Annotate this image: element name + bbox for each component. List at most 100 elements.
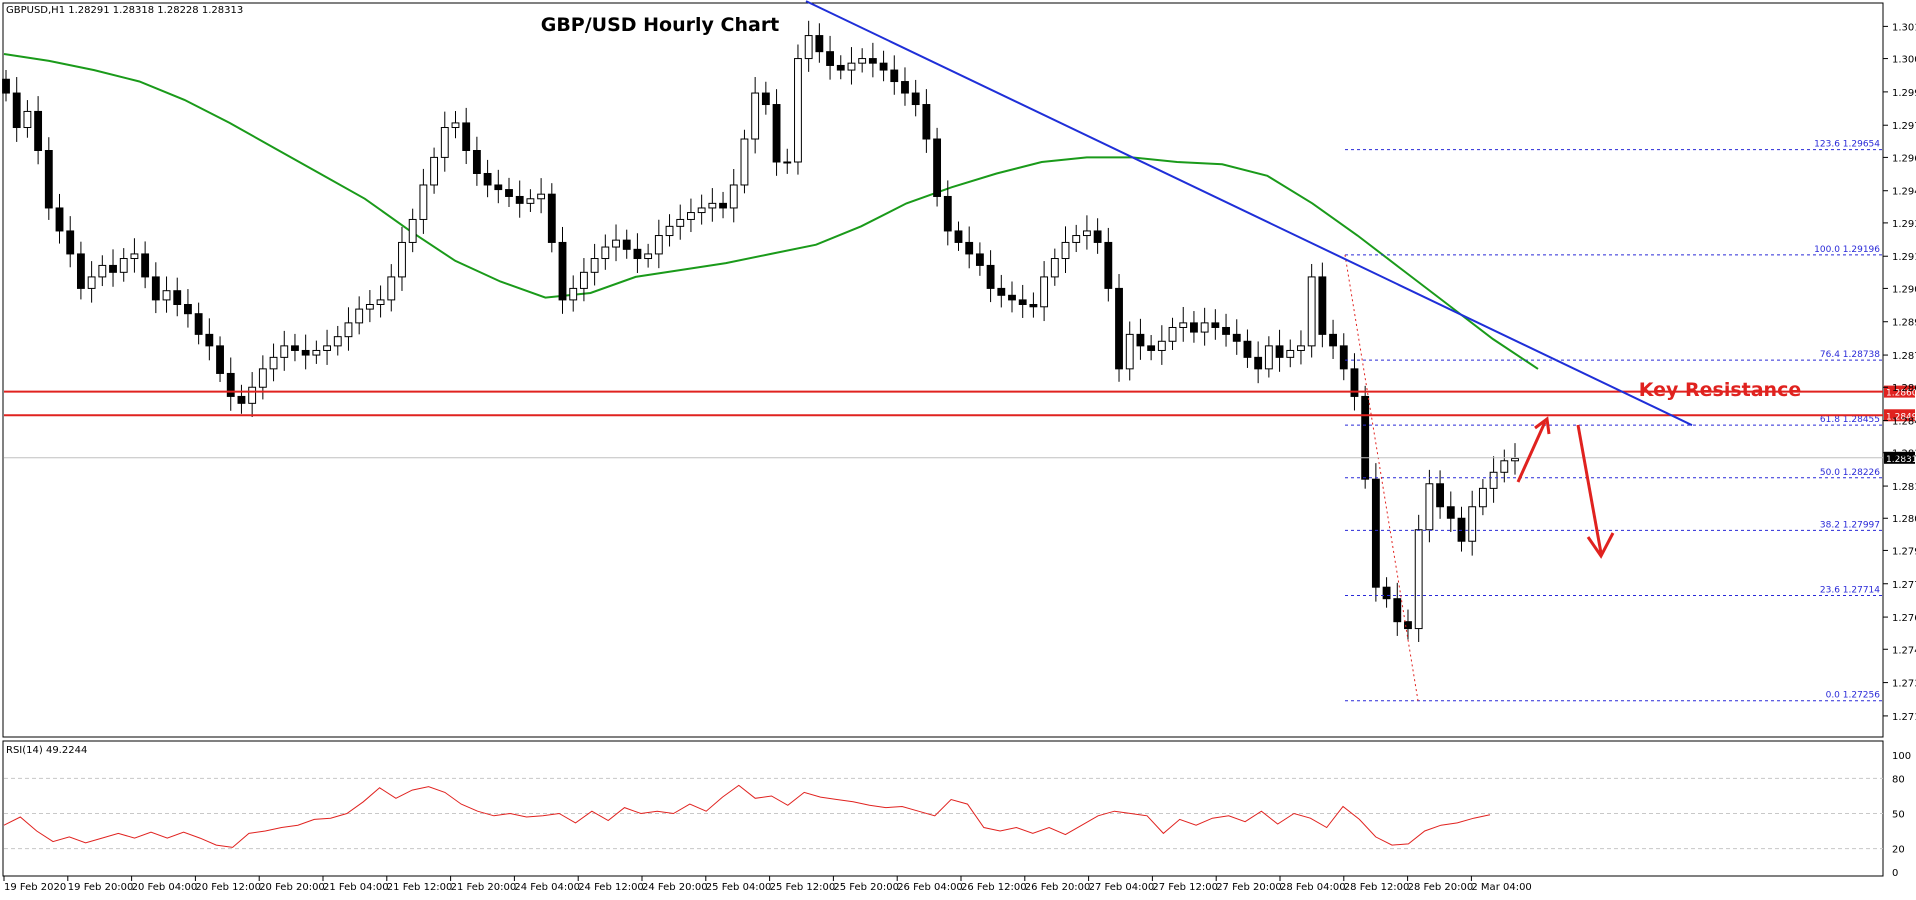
bullish-candle-body <box>590 258 599 273</box>
price-tick-label: 1.29620 <box>1892 153 1916 164</box>
candle <box>1200 307 1209 346</box>
candle <box>569 275 578 312</box>
candle <box>879 50 888 82</box>
time-tick-label: 24 Feb 04:00 <box>514 882 580 893</box>
rsi-axis: 100 80 50 20 0 <box>1892 751 1911 879</box>
candle <box>1500 449 1509 483</box>
time-tick-label: 25 Feb 20:00 <box>833 882 899 893</box>
price-tick-label: 1.27765 <box>1892 580 1916 591</box>
candle <box>847 47 856 85</box>
candle <box>505 177 513 207</box>
candle <box>323 329 331 365</box>
time-tick-label: 19 Feb 2020 <box>4 882 66 893</box>
candle <box>1029 292 1038 318</box>
time-tick-label: 21 Feb 20:00 <box>451 882 517 893</box>
candle <box>1489 456 1498 503</box>
bearish-candle-body <box>216 345 224 374</box>
candle <box>280 330 289 371</box>
rsi-tick-label: 0 <box>1892 868 1898 879</box>
candle <box>23 100 32 138</box>
bearish-candle-body <box>1382 586 1391 600</box>
bullish-candle-body <box>858 58 867 64</box>
bearish-candle-body <box>515 195 524 204</box>
bearish-candle-body <box>66 230 75 255</box>
bullish-candle-body <box>365 303 374 310</box>
bearish-candle-body <box>1371 478 1380 588</box>
time-tick-label: 25 Feb 04:00 <box>706 882 772 893</box>
bullish-candle-body <box>612 239 620 248</box>
candle <box>622 229 631 259</box>
candle <box>237 384 246 414</box>
projection-arrows <box>1516 416 1615 559</box>
price-tick-label: 1.28905 <box>1892 318 1916 329</box>
bullish-candle-body <box>1264 345 1273 370</box>
candle <box>1350 353 1359 411</box>
candle <box>333 325 342 356</box>
bearish-candle-body <box>1018 299 1027 305</box>
bullish-candle-body <box>23 110 32 129</box>
bearish-candle-body <box>879 62 888 71</box>
bullish-candle-body <box>355 308 364 324</box>
bullish-candle-body <box>269 356 278 370</box>
fibonacci-level-label: 76.4 1.28738 <box>1820 350 1880 360</box>
bullish-candle-body <box>162 290 171 301</box>
time-tick-label: 28 Feb 20:00 <box>1408 882 1474 893</box>
candle <box>954 221 963 251</box>
candle <box>1264 336 1273 378</box>
candle <box>1254 341 1263 384</box>
key-resistance-annotation: Key Resistance <box>1639 379 1802 401</box>
bullish-candle-body <box>847 62 856 71</box>
bearish-candle-body <box>826 51 834 66</box>
time-tick-label: 24 Feb 20:00 <box>642 882 708 893</box>
candle <box>1157 325 1166 365</box>
price-tick-label: 1.29190 <box>1892 252 1916 263</box>
candle <box>1136 318 1145 360</box>
bullish-candle-body <box>387 276 396 301</box>
rsi-tick-label: 100 <box>1892 751 1911 762</box>
candle <box>708 188 717 222</box>
rsi-series <box>3 784 1491 848</box>
time-tick-label: 21 Feb 04:00 <box>323 882 389 893</box>
bearish-candle-body <box>922 104 931 140</box>
time-tick-label: 26 Feb 04:00 <box>897 882 963 893</box>
price-tick-label: 1.28190 <box>1892 482 1916 493</box>
candle <box>601 234 610 270</box>
candle <box>34 96 43 165</box>
bearish-candle-body <box>173 290 182 305</box>
candle <box>1436 470 1445 519</box>
candle <box>836 55 845 80</box>
candle <box>633 233 642 274</box>
candle <box>151 262 160 314</box>
current-price-label: 1.28313 <box>1886 455 1916 465</box>
trendline-layer <box>805 0 1693 427</box>
bullish-candle-body <box>804 35 813 60</box>
candlestick-series <box>2 20 1519 642</box>
candle <box>44 137 53 220</box>
time-tick-label: 27 Feb 12:00 <box>1152 882 1218 893</box>
candle <box>1371 463 1380 602</box>
resistance-price-tag <box>1884 385 1915 398</box>
bullish-candle-body <box>408 218 417 243</box>
candle <box>248 372 257 417</box>
resistance-price-tag <box>1884 409 1915 422</box>
price-tick-label: 1.29475 <box>1892 187 1916 198</box>
bearish-candle-body <box>1136 333 1145 347</box>
candle <box>194 302 203 345</box>
rsi-tick-label: 80 <box>1892 774 1905 785</box>
candle <box>986 250 995 303</box>
rsi-label: RSI(14) 49.2244 <box>6 745 87 756</box>
candle <box>783 148 792 174</box>
candle <box>1243 329 1252 368</box>
bearish-candle-body <box>1393 598 1402 623</box>
bearish-candle-body <box>868 58 877 64</box>
candle <box>365 290 374 323</box>
bearish-candle-body <box>1093 230 1102 243</box>
candle <box>173 277 182 317</box>
bullish-candle-body <box>1157 340 1166 351</box>
bullish-candle-body <box>440 127 449 158</box>
candle <box>1104 227 1113 302</box>
time-tick-label: 21 Feb 12:00 <box>387 882 453 893</box>
bearish-candle-body <box>76 253 85 289</box>
bullish-candle-body <box>751 92 760 140</box>
